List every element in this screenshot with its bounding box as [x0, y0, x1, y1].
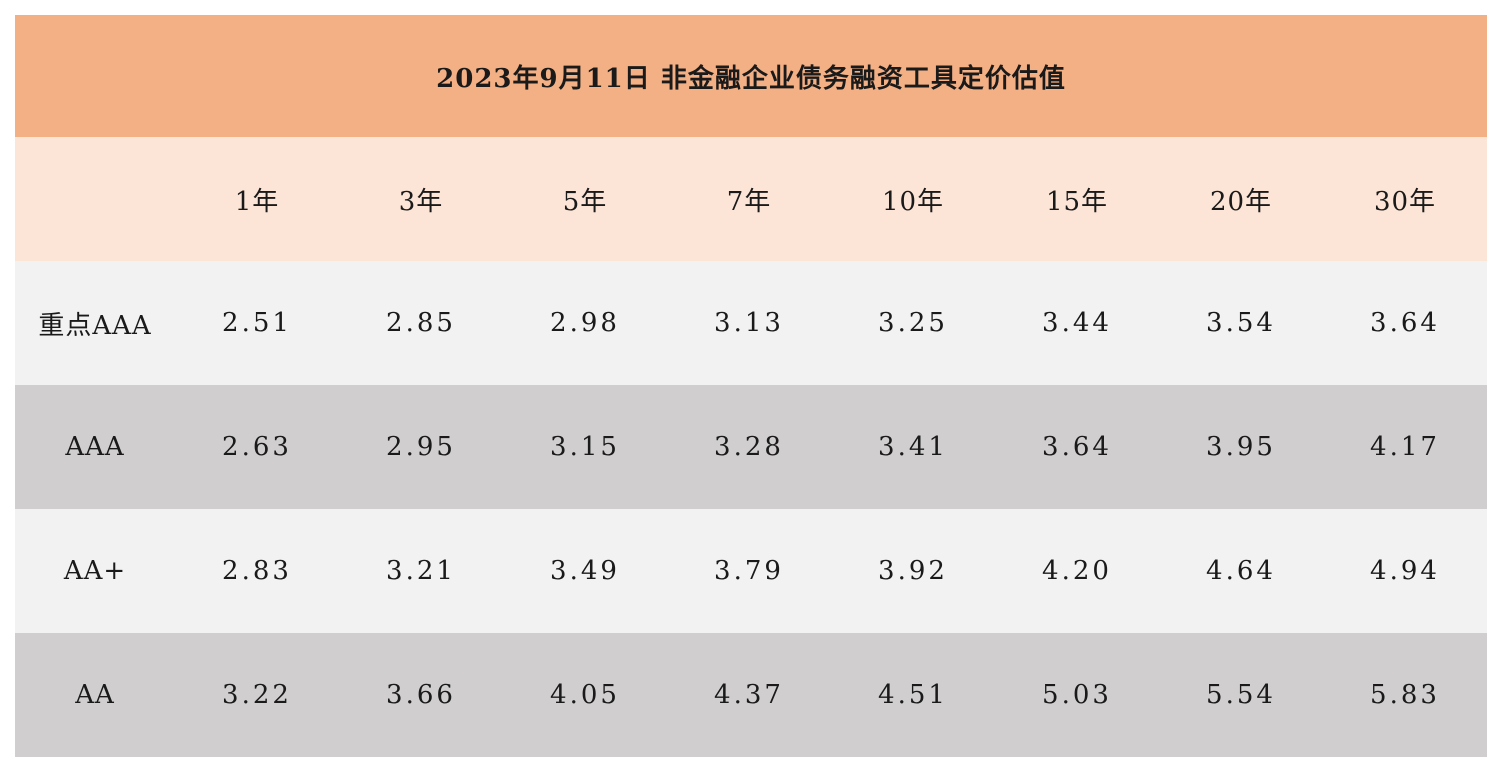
table-cell: 2.98	[550, 308, 620, 338]
column-header: 5年	[562, 186, 608, 217]
table-cell: 3.92	[878, 556, 948, 586]
table-cell: 3.79	[714, 556, 784, 586]
column-header: 20年	[1209, 186, 1273, 217]
table-row: AA+ 2.83 3.21 3.49 3.79 3.92 4.20 4.64 4…	[15, 509, 1487, 633]
table-cell: 4.94	[1370, 556, 1440, 586]
column-header: 15年	[1045, 186, 1109, 217]
row-label: AA	[75, 680, 115, 710]
row-label: 重点AAA	[38, 310, 152, 341]
table-cell: 5.54	[1206, 680, 1276, 710]
table-cell: 3.28	[714, 432, 784, 462]
table-cell: 3.64	[1042, 432, 1112, 462]
table-cell: 5.83	[1370, 680, 1440, 710]
table-cell: 4.05	[550, 680, 620, 710]
table-cell: 3.64	[1370, 308, 1440, 338]
valuation-table: 2023年9月11日 非金融企业债务融资工具定价估值 1年 3年 5年 7年 1…	[15, 15, 1487, 759]
column-header: 7年	[726, 186, 772, 217]
table-row: 重点AAA 2.51 2.85 2.98 3.13 3.25 3.44 3.54…	[15, 261, 1487, 385]
table-cell: 3.44	[1042, 308, 1112, 338]
table-cell: 3.41	[878, 432, 948, 462]
table-cell: 4.51	[878, 680, 948, 710]
table-cell: 4.37	[714, 680, 784, 710]
table-cell: 2.63	[222, 432, 292, 462]
table-row: AA 3.22 3.66 4.05 4.37 4.51 5.03 5.54 5.…	[15, 633, 1487, 757]
table-cell: 5.03	[1042, 680, 1112, 710]
table-cell: 3.22	[222, 680, 292, 710]
table-cell: 3.49	[550, 556, 620, 586]
table-title: 2023年9月11日 非金融企业债务融资工具定价估值	[15, 15, 1487, 137]
table-cell: 2.83	[222, 556, 292, 586]
column-header: 10年	[881, 186, 945, 217]
table-cell: 3.25	[878, 308, 948, 338]
table-cell: 3.15	[550, 432, 620, 462]
header-row: 1年 3年 5年 7年 10年 15年 20年 30年	[15, 137, 1487, 261]
column-header: 30年	[1373, 186, 1437, 217]
table-cell: 3.13	[714, 308, 784, 338]
table-cell: 4.64	[1206, 556, 1276, 586]
row-label: AA+	[63, 556, 127, 586]
table-cell: 4.20	[1042, 556, 1112, 586]
column-header: 3年	[398, 186, 444, 217]
table-cell: 2.51	[222, 308, 292, 338]
table-row: AAA 2.63 2.95 3.15 3.28 3.41 3.64 3.95 4…	[15, 385, 1487, 509]
table-cell: 2.85	[386, 308, 456, 338]
table-cell: 3.66	[386, 680, 456, 710]
table-cell: 3.21	[386, 556, 456, 586]
row-label: AAA	[65, 432, 125, 462]
table-cell: 3.54	[1206, 308, 1276, 338]
table-cell: 4.17	[1370, 432, 1440, 462]
table-cell: 2.95	[386, 432, 456, 462]
table-cell: 3.95	[1206, 432, 1276, 462]
column-header: 1年	[234, 186, 280, 217]
